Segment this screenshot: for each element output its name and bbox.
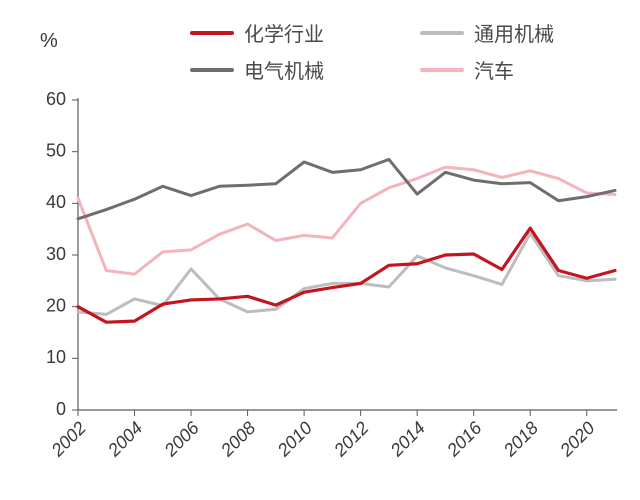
legend-item-electrical_machinery: 电气机械 (190, 55, 380, 84)
legend-label: 汽车 (474, 55, 514, 84)
legend-label: 电气机械 (244, 55, 324, 84)
legend-label: 化学行业 (244, 18, 324, 47)
legend-item-chemical: 化学行业 (190, 18, 380, 47)
legend: 化学行业 通用机械电气机械 汽车 (190, 18, 640, 84)
legend-row: 化学行业 通用机械 (190, 18, 640, 47)
legend-swatch (420, 31, 464, 35)
y-axis-unit: % (40, 30, 58, 53)
legend-item-general_machinery: 通用机械 (420, 18, 610, 47)
legend-row: 电气机械 汽车 (190, 55, 640, 84)
y-tick-label: 10 (46, 347, 66, 367)
legend-label: 通用机械 (474, 18, 554, 47)
legend-swatch (190, 68, 234, 72)
y-tick-label: 0 (56, 399, 66, 419)
line-chart: 化学行业通用机械电气机械汽车 0102030405060200220042006… (0, 0, 640, 500)
y-tick-label: 50 (46, 140, 66, 160)
legend-swatch (190, 31, 234, 35)
y-tick-label: 60 (46, 89, 66, 109)
legend-item-automobile: 汽车 (420, 55, 610, 84)
y-tick-label: 40 (46, 192, 66, 212)
legend-swatch (420, 68, 464, 72)
y-tick-label: 20 (46, 295, 66, 315)
y-tick-label: 30 (46, 244, 66, 264)
